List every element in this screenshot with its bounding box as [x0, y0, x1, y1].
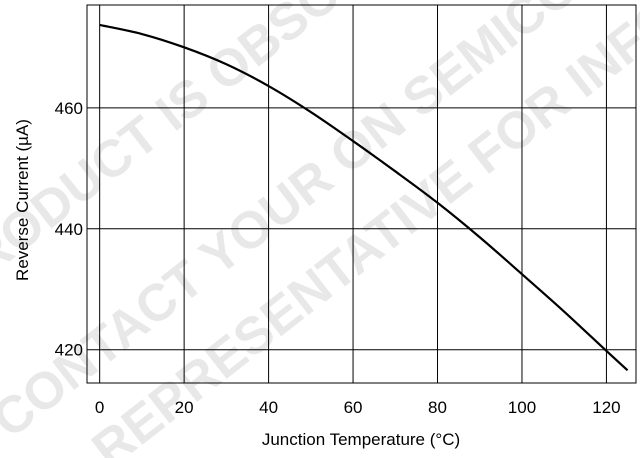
x-tick-label: 40	[259, 398, 278, 417]
y-tick-label: 420	[55, 341, 83, 360]
series-line-0	[99, 23, 629, 372]
x-tick-labels: 0 20 40 60 80 100 120	[95, 398, 621, 417]
series-group	[99, 23, 629, 372]
y-tick-label: 440	[55, 220, 83, 239]
x-axis-label: Junction Temperature (°C)	[262, 430, 460, 449]
x-tick-label: 20	[175, 398, 194, 417]
y-tick-label: 460	[55, 99, 83, 118]
plot-frame	[86, 4, 637, 384]
grid	[87, 5, 636, 383]
x-tick-label: 0	[95, 398, 104, 417]
x-tick-label: 120	[592, 398, 620, 417]
x-tick-label: 100	[508, 398, 536, 417]
y-axis-label: Reverse Current (µA)	[13, 119, 32, 281]
x-tick-label: 80	[428, 398, 447, 417]
y-tick-labels: 420 440 460	[55, 99, 83, 360]
x-tick-label: 60	[344, 398, 363, 417]
